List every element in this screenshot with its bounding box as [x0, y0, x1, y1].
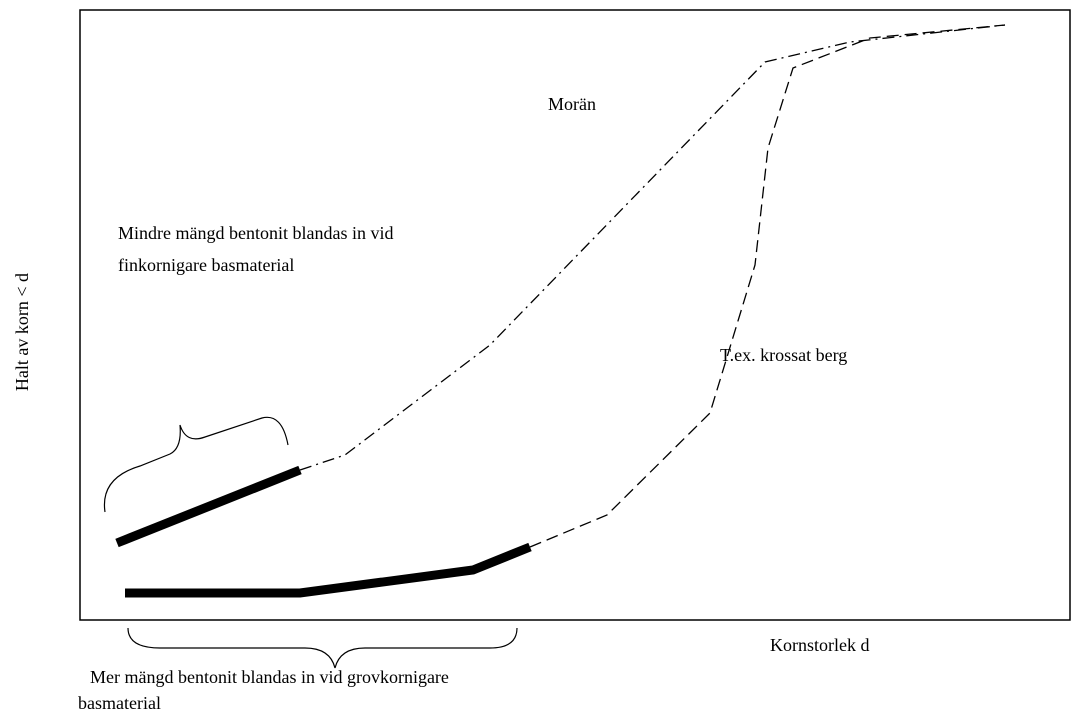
- fine-range: [115, 465, 302, 548]
- coarse-range: [125, 542, 532, 598]
- crushed-rock-curve: [529, 24, 1006, 548]
- x-axis-label: Kornstorlek d: [770, 635, 869, 655]
- fine-note: Mindre mängd bentonit blandas in vid: [118, 223, 393, 243]
- fine-note: finkornigare basmaterial: [118, 255, 294, 275]
- coarse-note: Mer mängd bentonit blandas in vid grovko…: [90, 667, 449, 687]
- moraine-label: Morän: [548, 94, 596, 114]
- fine-brace: [103, 416, 289, 513]
- crushed-rock-label: T.ex. krossat berg: [720, 345, 847, 365]
- coarse-brace: [127, 627, 518, 669]
- frame: [79, 9, 1071, 621]
- moraine-curve: [299, 24, 1006, 471]
- y-axis-label: Halt av korn < d: [12, 273, 32, 391]
- coarse-note: basmaterial: [78, 693, 161, 713]
